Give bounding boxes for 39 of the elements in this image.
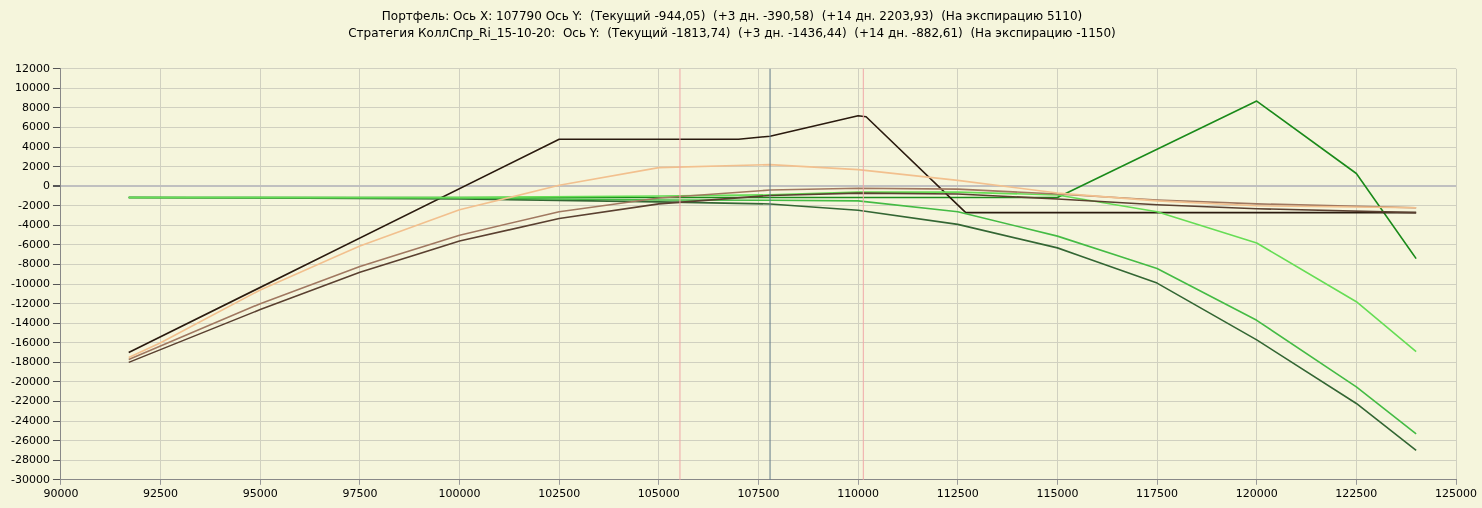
x-tick-label: 100000	[438, 487, 481, 501]
x-tick-label: 115000	[1036, 487, 1079, 501]
x-tick-label: 95000	[242, 487, 278, 501]
y-tick-label: -2000	[17, 198, 50, 212]
y-tick-label: 12000	[14, 61, 50, 75]
y-tick-label: -4000	[17, 218, 50, 232]
y-tick-label: -12000	[10, 296, 50, 310]
y-tick-label: 6000	[21, 120, 50, 134]
chart-title: Портфель: Ось X: 107790 Ось Y: (Текущий -944,05) (+3 дн. -390,58) (+14 дн. 2203,93) (На экспирацию 5110)	[381, 9, 1083, 24]
y-tick-label: -6000	[17, 237, 50, 251]
y-tick-label: 4000	[21, 139, 50, 153]
x-tick-label: 120000	[1235, 487, 1278, 501]
y-tick-label: -20000	[10, 374, 50, 388]
x-tick-label: 125000	[1435, 487, 1477, 501]
y-tick-label: 8000	[21, 100, 50, 114]
y-tick-label: 0	[42, 179, 50, 193]
y-tick-label: -30000	[10, 472, 50, 486]
x-tick-label: 90000	[43, 487, 79, 501]
y-tick-label: -8000	[17, 257, 50, 271]
x-tick-label: 110000	[837, 487, 880, 501]
x-tick-label: 122500	[1335, 487, 1378, 501]
x-tick-label: 107500	[737, 487, 780, 501]
y-tick-label: -22000	[10, 394, 50, 408]
y-tick-label: -14000	[10, 316, 50, 330]
x-tick-label: 105000	[637, 487, 680, 501]
chart-subtitle: Стратегия КоллСпр_Ri_15-10-20: Ось Y: (Текущий -1813,74) (+3 дн. -1436,44) (+14 дн. -882,61) (На экспирацию -1150)	[348, 25, 1116, 40]
x-tick-label: 97500	[342, 487, 378, 501]
y-tick-label: -18000	[10, 355, 50, 369]
x-tick-label: 112500	[936, 487, 979, 501]
y-tick-label: -24000	[10, 413, 50, 427]
y-tick-label: 10000	[14, 81, 50, 95]
y-tick-label: -26000	[10, 433, 50, 447]
y-tick-label: 2000	[21, 159, 50, 173]
y-tick-label: -28000	[10, 453, 50, 467]
x-tick-label: 92500	[143, 487, 179, 501]
x-tick-label: 117500	[1136, 487, 1179, 501]
y-tick-label: -10000	[10, 276, 50, 290]
y-tick-label: -16000	[10, 335, 50, 349]
x-tick-label: 102500	[538, 487, 581, 501]
